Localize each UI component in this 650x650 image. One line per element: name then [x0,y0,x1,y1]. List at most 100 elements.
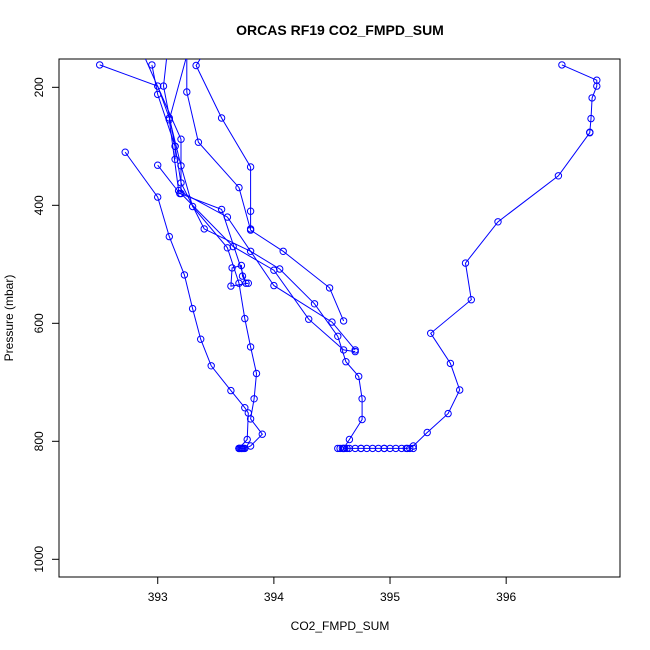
x-tick-label: 393 [148,590,168,604]
data-point [341,444,349,453]
data-point [200,225,208,233]
series-line [168,59,356,351]
data-point [189,31,195,37]
y-tick-label: 600 [32,313,46,333]
data-point [217,114,226,122]
series-9 [192,31,255,233]
data-point [427,329,435,337]
data-point [148,61,156,69]
data-point [242,279,250,287]
data-point [183,88,191,96]
data-point [339,317,348,325]
data-point [345,444,354,453]
data-point [554,172,563,180]
series-line [144,59,356,353]
data-point [334,444,342,453]
data-point [446,359,455,368]
data-point [467,296,475,304]
data-point [342,358,350,366]
data-point [409,444,417,453]
y-tick-label: 1000 [32,546,46,573]
data-point [380,444,388,453]
series-group [96,31,601,453]
data-point [402,444,410,453]
series-1 [96,61,266,453]
data-point [397,444,406,453]
data-point [374,444,383,453]
series-7 [165,31,359,354]
data-point [229,242,237,251]
data-point [270,281,278,290]
data-point [357,444,365,453]
data-point [177,135,185,143]
data-point [244,279,253,287]
data-point [461,259,470,267]
data-point [558,61,566,69]
data-point [154,161,162,169]
data-point [338,444,347,453]
data-point [279,247,287,256]
data-point [345,435,354,444]
data-point [131,31,137,37]
data-point [252,369,261,378]
data-point [180,271,189,279]
series-line [124,151,249,449]
x-axis-label: CO2_FMPD_SUM [291,619,390,633]
x-tick-label: 394 [264,590,284,604]
data-point [334,332,342,340]
plot-frame [58,58,621,578]
y-tick-label: 400 [32,195,46,215]
data-point [358,415,366,424]
data-point [336,444,344,453]
data-point [240,444,248,453]
y-tick-label: 800 [32,431,46,451]
data-point [328,318,336,326]
bottom-cluster [235,444,417,453]
data-point [246,343,255,351]
x-axis: 393 394 395 396 [148,577,517,604]
data-point [174,186,183,195]
data-point [406,444,414,453]
data-point [154,193,162,201]
data-point [358,395,366,403]
data-point [194,138,203,146]
data-point [154,82,162,90]
data-point [325,284,334,292]
data-point [351,444,359,453]
data-point [223,213,232,221]
data-point [165,232,174,241]
data-point [244,409,253,417]
data-point [207,362,215,370]
data-point [494,218,502,226]
data-point [227,386,235,395]
data-point [444,409,452,418]
y-axis-label: Pressure (mbar) [2,275,16,362]
series-10 [159,31,179,164]
data-point [235,183,243,192]
series-line [99,64,263,449]
data-point [587,114,595,123]
data-point [192,61,200,70]
data-point [339,346,348,354]
data-point [386,444,394,453]
data-point [217,205,226,214]
data-point [246,207,255,215]
chart-title: ORCAS RF19 CO2_FMPD_SUM [236,22,444,38]
series-line [162,59,176,160]
x-tick-label: 396 [496,590,516,604]
data-point [351,346,359,354]
data-point [213,31,219,37]
data-point [368,444,377,453]
data-point [121,148,129,156]
data-point [237,261,246,270]
series-8 [183,59,348,325]
data-point [270,266,278,274]
data-point [159,82,168,90]
data-point [197,335,205,343]
data-point [166,31,172,37]
series-line [343,64,598,449]
data-point [593,82,601,90]
data-point [588,94,596,102]
series-5 [339,61,601,453]
